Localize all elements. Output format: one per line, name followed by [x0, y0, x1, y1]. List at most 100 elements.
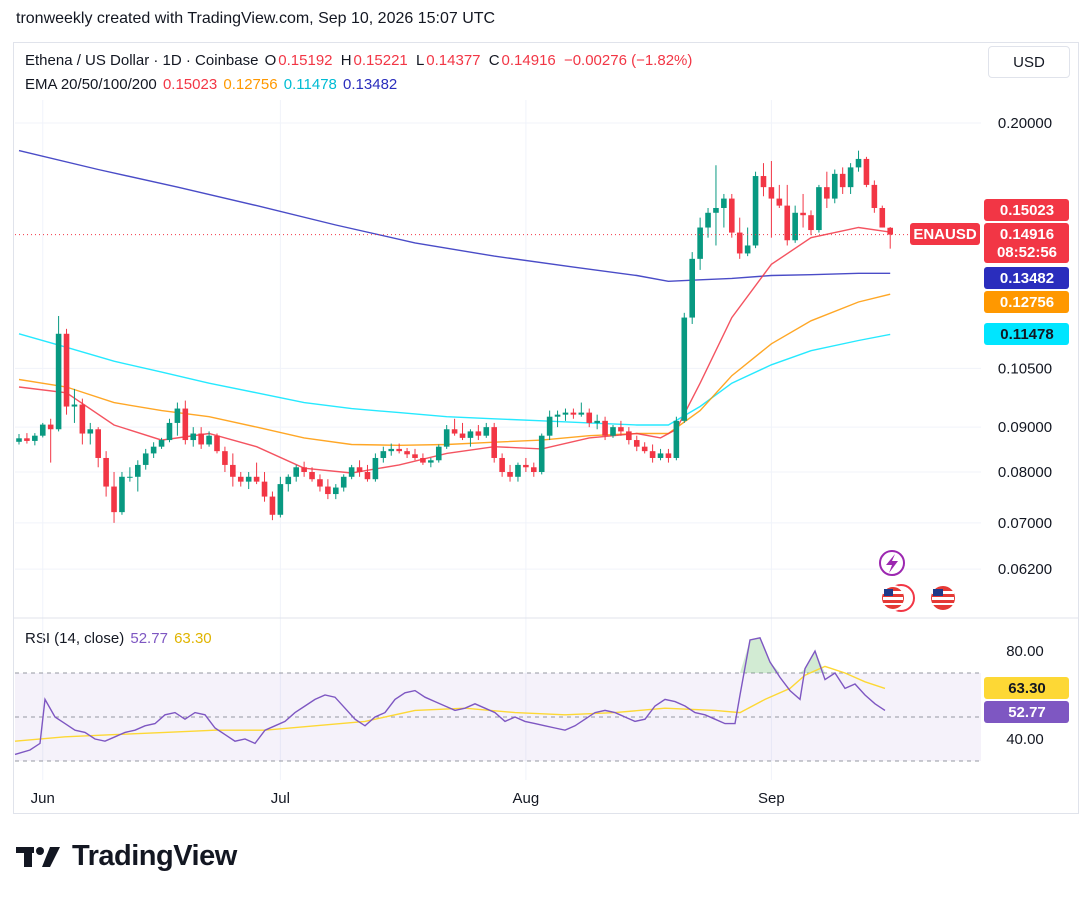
candle-body	[412, 454, 418, 458]
candle	[182, 400, 189, 445]
candle	[618, 420, 624, 436]
grid-lines	[15, 100, 981, 780]
chart-credit: tronweekly created with TradingView.com,…	[16, 10, 496, 27]
ema-legend[interactable]: EMA 20/50/100/200 0.15023 0.12756 0.1147…	[25, 76, 399, 93]
candle	[127, 467, 133, 482]
candle-body	[174, 408, 181, 423]
candle-body	[839, 173, 846, 188]
candle	[721, 193, 727, 228]
candle	[824, 171, 830, 208]
candle	[245, 472, 252, 490]
candle-body	[483, 427, 490, 436]
candle	[839, 167, 846, 194]
candle	[475, 425, 482, 441]
candle-body	[182, 408, 189, 441]
candle-body	[285, 476, 292, 485]
ema200-value: 0.13482	[343, 76, 398, 93]
candle-body	[222, 451, 228, 465]
candle	[285, 474, 292, 492]
candle-body	[507, 472, 513, 477]
price-tag-text: 52.77	[1008, 704, 1046, 721]
candle	[800, 193, 806, 228]
candle-body	[79, 404, 86, 434]
candle	[63, 328, 70, 415]
candle-body	[142, 453, 149, 465]
ema200-price-tag: 0.13482	[984, 267, 1069, 289]
candle-body	[523, 464, 529, 468]
candle-body	[871, 184, 878, 208]
candle-body	[538, 435, 545, 472]
candle	[301, 461, 307, 477]
rsi-legend[interactable]: RSI (14, close) 52.77 63.30	[25, 630, 214, 647]
candle	[531, 462, 537, 477]
candle	[570, 408, 577, 419]
candle	[380, 446, 387, 463]
us-flag-icon[interactable]	[929, 584, 957, 612]
price-tag-text: 0.11478	[1000, 326, 1053, 343]
candle-body	[475, 431, 482, 436]
candle-body	[618, 427, 624, 432]
candle	[103, 451, 109, 497]
candle-body	[388, 448, 395, 452]
candle	[641, 442, 648, 454]
candle-body	[47, 424, 54, 430]
candle-body	[729, 198, 735, 233]
candle	[16, 433, 22, 445]
candle-body	[277, 484, 284, 515]
candle	[174, 402, 181, 436]
ohlc-high: H 0.15221	[340, 52, 408, 69]
rsi-overbought-fill	[15, 637, 885, 673]
candle-body	[206, 435, 212, 445]
candle-body	[752, 176, 759, 246]
lightning-icon[interactable]	[879, 550, 905, 576]
candle	[855, 150, 862, 172]
candle-body	[657, 453, 664, 458]
candle-body	[554, 414, 561, 417]
candle	[879, 205, 886, 228]
us-flag-icon[interactable]	[880, 584, 915, 612]
candle	[404, 448, 410, 458]
price-tag-text: 0.12756	[1000, 294, 1054, 311]
rsi-ma-tag: 63.30	[984, 677, 1069, 699]
candle	[198, 427, 204, 449]
candle-body	[428, 460, 434, 463]
candle-body	[824, 187, 830, 199]
candle-body	[16, 438, 22, 442]
ema20-line	[18, 226, 891, 474]
candle-body	[55, 333, 62, 430]
candle	[24, 433, 30, 444]
price-tag-text: 0.13482	[1000, 270, 1054, 287]
candle-body	[103, 457, 109, 487]
rsi-line	[14, 636, 886, 756]
event-icons[interactable]	[879, 550, 957, 612]
candle	[483, 422, 490, 438]
time-tick-label: Jun	[31, 790, 55, 807]
candle	[451, 418, 458, 436]
candle-body	[847, 167, 854, 188]
rsi-value-tag: 52.77	[984, 701, 1069, 723]
candle	[871, 180, 878, 213]
candle-body	[586, 412, 593, 423]
candle-body	[499, 457, 505, 472]
candle-body	[166, 422, 173, 441]
tradingview-logo[interactable]: TradingView	[16, 840, 237, 873]
candle	[816, 184, 822, 233]
candle-body	[744, 245, 751, 254]
rsi-lines	[14, 636, 886, 756]
currency-button[interactable]: USD	[988, 46, 1070, 78]
candle	[768, 161, 775, 238]
candle-body	[459, 433, 466, 438]
candle-body	[63, 333, 70, 407]
candle	[554, 410, 561, 428]
symbol-name[interactable]: Ethena / US Dollar · 1D · Coinbase	[25, 52, 259, 69]
candle-body	[626, 431, 632, 441]
candle	[649, 444, 656, 463]
candle-body	[348, 467, 355, 477]
candle-body	[531, 467, 537, 472]
candle-body	[396, 448, 402, 452]
candle-body	[39, 424, 46, 436]
candle-body	[570, 412, 577, 415]
candle-body	[269, 496, 276, 515]
